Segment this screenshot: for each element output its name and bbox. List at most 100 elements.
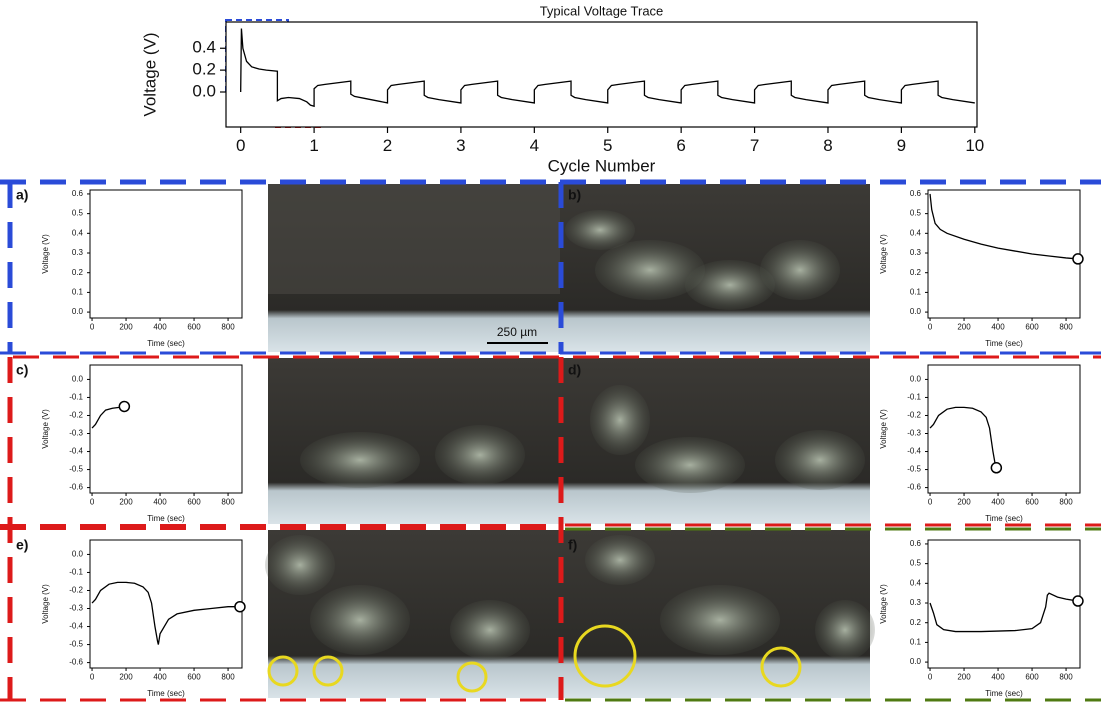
y-tick-label: -0.6 (907, 483, 921, 492)
end-marker (1073, 254, 1083, 264)
y-tick-label: 0.2 (72, 268, 84, 277)
x-axis-label: Cycle Number (548, 156, 656, 175)
panel-label: d) (568, 362, 581, 378)
y-tick-label: 0.0 (72, 375, 84, 384)
y-tick-label: 0.6 (910, 189, 922, 198)
y-tick-label: 0.4 (910, 228, 922, 237)
x-tick-label: 0 (90, 673, 95, 682)
x-tick-label: 0 (928, 673, 933, 682)
photo-haze (268, 184, 560, 294)
x-tick-label: 400 (153, 498, 167, 507)
y-tick-label: -0.1 (69, 568, 83, 577)
y-axis-label: Voltage (V) (879, 584, 888, 624)
x-axis-label: Time (sec) (147, 689, 185, 698)
y-tick-label: 0.0 (910, 657, 922, 666)
y-tick-label: 0.2 (910, 268, 922, 277)
x-axis-label: Time (sec) (985, 689, 1023, 698)
x-tick-label: 400 (991, 498, 1005, 507)
end-marker (235, 602, 245, 612)
x-tick-label: 200 (957, 673, 971, 682)
deposit (565, 210, 635, 250)
plot-frame (928, 540, 1080, 668)
panel-label: f) (568, 537, 577, 553)
y-axis-label: Voltage (V) (41, 409, 50, 449)
deposit (635, 437, 745, 493)
y-tick-label: 0.6 (72, 189, 84, 198)
x-tick-label: 6 (676, 136, 685, 155)
end-marker (991, 463, 1001, 473)
y-tick-label: -0.6 (69, 658, 83, 667)
x-tick-label: 600 (1025, 673, 1039, 682)
x-tick-label: 800 (1059, 323, 1073, 332)
x-tick-label: 600 (187, 498, 201, 507)
y-tick-label: 0.4 (72, 228, 84, 237)
x-tick-label: 400 (153, 323, 167, 332)
x-tick-label: 8 (823, 136, 832, 155)
plot-frame (90, 365, 242, 493)
x-tick-label: 600 (187, 673, 201, 682)
x-tick-label: 1 (309, 136, 318, 155)
x-axis-label: Time (sec) (147, 339, 185, 348)
x-tick-label: 200 (119, 498, 133, 507)
y-tick-label: 0.0 (910, 375, 922, 384)
y-tick-label: -0.4 (69, 447, 83, 456)
x-tick-label: 0 (90, 323, 95, 332)
photo-row-1 (268, 184, 870, 352)
y-axis-label: Voltage (V) (879, 234, 888, 274)
plot-frame (90, 540, 242, 668)
plot-frame (226, 22, 977, 127)
plot-frame (928, 190, 1080, 318)
y-tick-label: -0.5 (69, 640, 83, 649)
deposit (310, 585, 410, 655)
x-tick-label: 7 (750, 136, 759, 155)
y-tick-label: 0.5 (910, 209, 922, 218)
x-tick-label: 800 (1059, 498, 1073, 507)
x-tick-label: 800 (221, 498, 235, 507)
x-axis-label: Time (sec) (985, 339, 1023, 348)
y-tick-label: 0.4 (192, 38, 216, 57)
panel-label: e) (16, 537, 28, 553)
y-tick-label: -0.2 (69, 586, 83, 595)
y-tick-label: -0.5 (907, 465, 921, 474)
y-tick-label: 0.2 (910, 618, 922, 627)
x-tick-label: 600 (1025, 498, 1039, 507)
page: 250 µm 0123456789100.00.20.4Cycle Number… (0, 0, 1101, 705)
deposit (450, 600, 530, 660)
y-tick-label: 0.5 (910, 559, 922, 568)
x-tick-label: 0 (928, 323, 933, 332)
y-tick-label: 0.1 (910, 638, 922, 647)
deposit (300, 432, 420, 488)
x-tick-label: 4 (530, 136, 539, 155)
deposit (815, 600, 875, 660)
deposit (435, 425, 525, 485)
y-axis-label: Voltage (V) (879, 409, 888, 449)
y-tick-label: -0.4 (69, 622, 83, 631)
panel-label: a) (16, 187, 28, 203)
y-tick-label: 0.2 (192, 60, 216, 79)
x-tick-label: 0 (90, 498, 95, 507)
deposit (760, 240, 840, 300)
y-tick-label: 0.6 (910, 539, 922, 548)
x-tick-label: 400 (991, 673, 1005, 682)
y-tick-label: -0.2 (907, 411, 921, 420)
panel-label: c) (16, 362, 28, 378)
x-tick-label: 200 (957, 323, 971, 332)
y-tick-label: -0.1 (907, 393, 921, 402)
x-tick-label: 3 (456, 136, 465, 155)
photo-row-2 (268, 358, 870, 524)
y-tick-label: -0.3 (69, 604, 83, 613)
y-tick-label: 0.0 (72, 307, 84, 316)
x-tick-label: 10 (965, 136, 984, 155)
y-tick-label: 0.3 (910, 248, 922, 257)
scale-bar-label: 250 µm (497, 325, 537, 339)
x-axis-label: Time (sec) (147, 514, 185, 523)
figure: 250 µm 0123456789100.00.20.4Cycle Number… (0, 0, 1101, 705)
x-tick-label: 200 (119, 323, 133, 332)
plot-frame (928, 365, 1080, 493)
y-tick-label: 0.0 (192, 81, 216, 100)
x-tick-label: 800 (221, 673, 235, 682)
plot-frame (90, 190, 242, 318)
x-axis-label: Time (sec) (985, 514, 1023, 523)
end-marker (1073, 596, 1083, 606)
deposit (265, 535, 335, 595)
